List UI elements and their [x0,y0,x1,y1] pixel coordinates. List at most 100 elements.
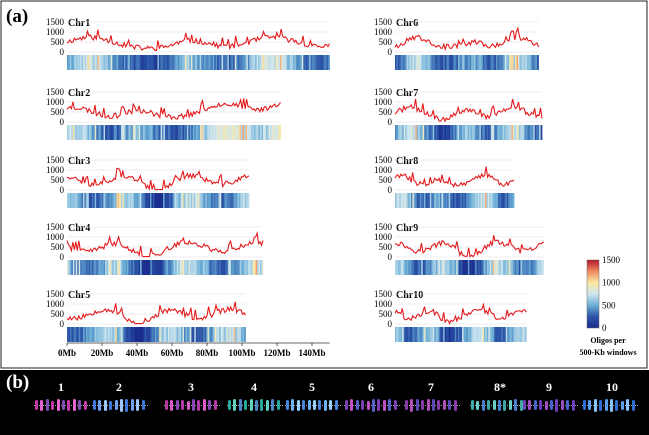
heatmap-cell [512,55,514,70]
heatmap-cell [110,327,113,342]
heatmap-cell [270,125,273,140]
heatmap-cell [276,125,278,140]
fluorescent-chromosome [415,399,419,411]
y-tick-label: 1500 [46,17,65,27]
heatmap-cell [490,193,493,208]
heatmap-cell [482,55,485,70]
heatmap-cell [69,327,72,342]
heatmap-cell [171,193,174,208]
fluorescent-chromosome [421,400,425,410]
heatmap-cell [201,260,204,275]
heatmap-cell [260,260,262,275]
heatmap-cell [453,327,456,342]
heatmap-cell [488,125,491,140]
heatmap-cell [224,125,227,140]
heatmap-cell [448,260,451,275]
heatmap-cell [411,327,413,342]
heatmap-cell [483,260,486,275]
heatmap-cell [138,260,141,275]
heatmap-cell [189,55,192,70]
heatmap-cell [107,55,110,70]
heatmap-cell [112,327,115,342]
heatmap-cell [243,125,246,140]
heatmap-cell [84,55,87,70]
heatmap-cell [77,55,80,70]
heatmap-cell [512,125,515,140]
heatmap-cell [419,125,422,140]
heatmap-cell [524,125,527,140]
heatmap-cell [220,260,223,275]
heatmap-cell [530,125,533,140]
heatmap-cell [124,327,126,342]
heatmap-cell [466,125,469,140]
heatmap-cell [460,55,463,70]
heatmap-cell [192,193,195,208]
heatmap-cell [237,55,240,70]
heatmap-cell [241,260,243,275]
colorbar-gradient [586,259,600,329]
heatmap-cell [475,55,478,70]
heatmap-cell [101,193,104,208]
heatmap-cell [432,327,435,342]
heatmap-cell [293,55,295,70]
heatmap-cell [273,125,276,140]
heatmap-cell [163,327,166,342]
heatmap-cell [261,125,264,140]
fluorescent-chromosome [533,400,537,410]
heatmap-cell [88,260,91,275]
heatmap-cell [137,327,140,342]
heatmap-cell [230,327,233,342]
heatmap-cell [103,260,106,275]
heatmap-cell [241,125,243,140]
heatmap-cell [227,125,230,140]
oligo-density-line [66,301,246,325]
heatmap-cell [460,327,463,342]
heatmap-cell [403,55,406,70]
heatmap-cell [510,260,513,275]
x-tick-label: 20Mb [91,348,114,358]
heatmap-cell [91,55,94,70]
heatmap-cell [104,193,107,208]
heatmap-cell [167,125,170,140]
heatmap-cell [91,193,94,208]
heatmap-cell [500,193,503,208]
heatmap-cell [450,55,453,70]
heatmap-cell [179,193,181,208]
heatmap-cell [72,125,75,140]
heatmap-cell [313,55,316,70]
heatmap-cell [262,55,265,70]
heatmap-cell [441,193,444,208]
heatmap-cell [265,125,268,140]
heatmap-cell [122,193,125,208]
y-tick-label: 1500 [46,87,65,97]
heatmap-cell [466,260,469,275]
heatmap-cell [438,260,441,275]
heatmap-cell [125,125,128,140]
heatmap-cell [153,55,155,70]
heatmap-cell [144,125,147,140]
heatmap-cell [229,125,232,140]
heatmap-cell [74,193,77,208]
heatmap-cell [515,125,518,140]
heatmap-cell [513,327,515,342]
heatmap-cell [163,125,166,140]
heatmap-cell [482,327,485,342]
heatmap-cell [450,193,452,208]
heatmap-cell [536,125,539,140]
heatmap-cell [488,55,491,70]
fluorescent-chromosome [588,400,592,410]
heatmap-cell [229,327,232,342]
heatmap-cell [144,55,147,70]
heatmap-cell [223,327,226,342]
heatmap-cell [322,55,325,70]
heatmap-cell [408,55,411,70]
heatmap-cell [105,260,107,275]
fluorescent-chromosome [361,400,365,410]
heatmap-cell [179,260,182,275]
heatmap-cell [69,193,72,208]
heatmap-cell [437,55,440,70]
heatmap-cell [232,125,235,140]
fluorescent-chromosome [45,399,49,411]
oligo-density-line [66,97,281,121]
